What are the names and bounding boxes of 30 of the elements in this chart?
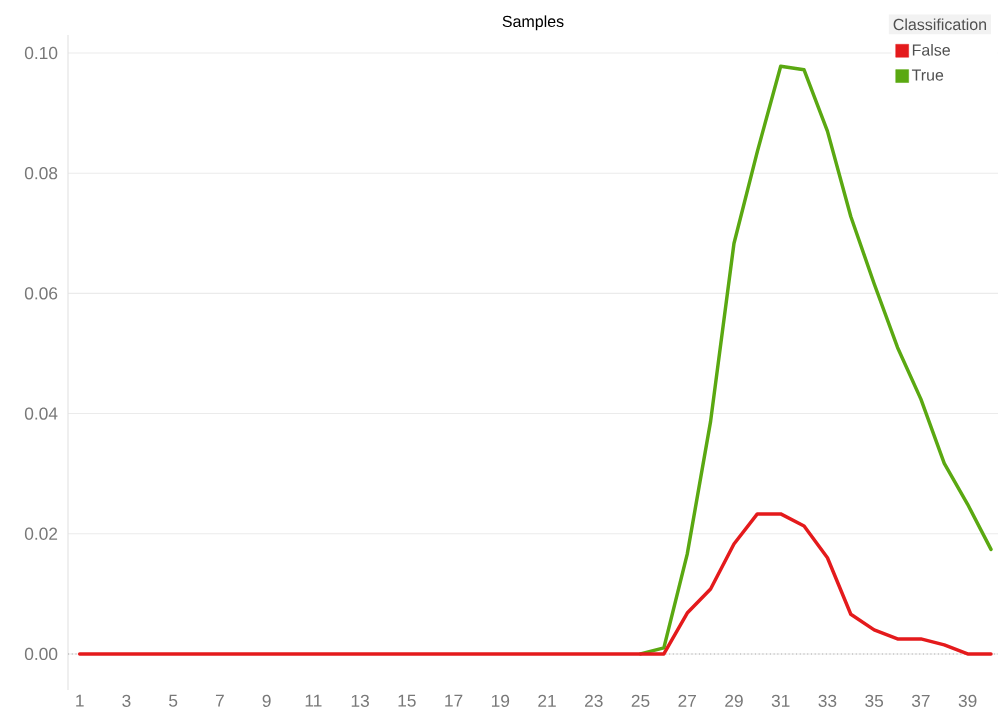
chart-title: Samples [502, 15, 564, 31]
x-tick-label: 37 [911, 694, 930, 707]
y-tick-label: 0.06 [24, 287, 58, 300]
legend-title: Classification [893, 18, 987, 31]
x-tick-label: 5 [169, 694, 178, 707]
x-tick-label: 11 [305, 694, 322, 707]
x-tick-label: 39 [958, 694, 977, 707]
x-tick-label: 29 [725, 694, 743, 707]
x-tick-label: 25 [631, 694, 650, 707]
y-tick-label: 0.10 [24, 46, 58, 60]
x-tick-label: 13 [351, 694, 369, 707]
y-tick-label: 0.00 [24, 647, 58, 661]
x-tick-label: 35 [865, 694, 884, 707]
legend-label: True [911, 69, 944, 81]
x-tick-label: 9 [262, 694, 271, 707]
x-tick-label: 33 [818, 694, 837, 707]
x-tick-label: 3 [122, 694, 131, 707]
x-tick-label: 21 [538, 694, 556, 707]
x-tick-label: 1 [76, 694, 84, 707]
x-tick-label: 7 [215, 694, 224, 707]
y-tick-label: 0.02 [24, 527, 58, 540]
x-tick-label: 31 [771, 694, 790, 707]
x-tick-label: 27 [678, 694, 696, 707]
x-tick-label: 15 [398, 694, 416, 707]
y-tick-label: 0.08 [24, 167, 58, 180]
x-tick-label: 23 [585, 694, 603, 707]
y-tick-label: 0.04 [24, 407, 58, 420]
x-tick-label: 19 [491, 694, 510, 707]
x-tick-label: 17 [445, 694, 463, 707]
legend-label: False [912, 43, 950, 56]
